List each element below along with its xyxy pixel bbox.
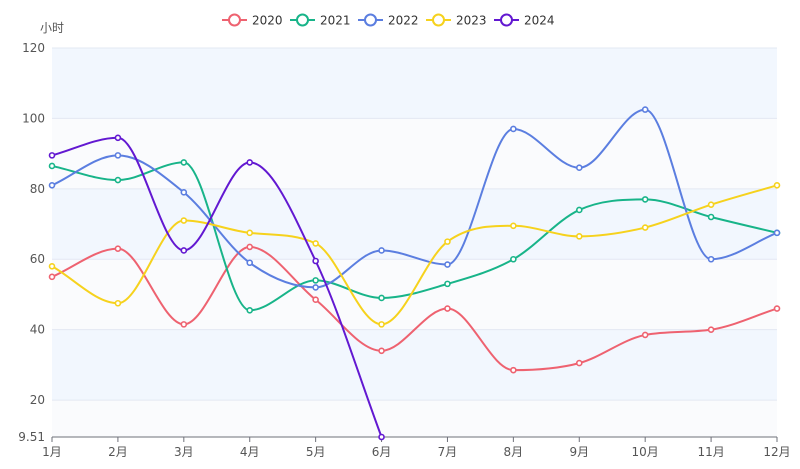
data-point-2021[interactable] xyxy=(510,255,517,263)
data-point-2021[interactable] xyxy=(707,213,715,221)
data-point-2022[interactable] xyxy=(114,152,122,159)
data-point-2023[interactable] xyxy=(180,217,188,224)
legend-item-2021[interactable]: 2021 xyxy=(290,13,351,28)
data-point-2020[interactable] xyxy=(773,305,781,312)
data-point-2022[interactable] xyxy=(312,284,319,291)
data-point-2020[interactable] xyxy=(114,245,122,252)
x-tick-label: 8月 xyxy=(504,445,524,459)
legend-marker xyxy=(228,13,241,27)
data-point-2022[interactable] xyxy=(575,164,583,172)
x-tick-label: 11月 xyxy=(697,445,724,459)
y-tick-label: 9.51 xyxy=(18,430,45,444)
data-point-2020[interactable] xyxy=(444,305,451,312)
y-tick-label: 20 xyxy=(30,393,45,407)
data-point-2024[interactable] xyxy=(180,247,188,254)
plot-band xyxy=(52,400,777,437)
x-tick-label: 4月 xyxy=(240,445,260,459)
data-point-2021[interactable] xyxy=(641,196,649,203)
data-point-2024[interactable] xyxy=(378,433,385,441)
data-point-2022[interactable] xyxy=(510,125,517,133)
data-point-2021[interactable] xyxy=(378,294,385,302)
legend-item-2022[interactable]: 2022 xyxy=(358,13,419,28)
data-point-2020[interactable] xyxy=(246,243,254,251)
data-point-2023[interactable] xyxy=(378,321,385,328)
legend-marker xyxy=(432,13,445,27)
data-point-2020[interactable] xyxy=(510,366,517,374)
data-point-2023[interactable] xyxy=(114,299,122,307)
plot-band xyxy=(52,259,777,330)
data-point-2022[interactable] xyxy=(444,261,451,268)
legend-marker xyxy=(364,13,377,27)
y-tick-label: 80 xyxy=(30,182,45,196)
legend-label: 2022 xyxy=(388,14,419,28)
x-tick-label: 10月 xyxy=(632,445,659,459)
x-tick-label: 6月 xyxy=(372,445,392,459)
data-point-2021[interactable] xyxy=(312,277,319,284)
data-point-2021[interactable] xyxy=(48,162,56,170)
data-point-2023[interactable] xyxy=(510,222,517,230)
plot-band xyxy=(52,188,777,260)
legend-label: 2021 xyxy=(320,14,351,28)
data-point-2020[interactable] xyxy=(378,347,385,355)
plot-band xyxy=(52,118,777,189)
y-tick-label: 40 xyxy=(30,323,45,337)
data-point-2023[interactable] xyxy=(575,233,583,240)
y-axis-label: 小时 xyxy=(40,21,64,35)
data-point-2021[interactable] xyxy=(444,280,451,288)
data-point-2023[interactable] xyxy=(444,238,451,245)
legend-item-2023[interactable]: 2023 xyxy=(426,13,487,28)
legend: 2020 2021 2022 2023 2024 xyxy=(222,13,555,28)
data-point-2020[interactable] xyxy=(707,326,715,333)
data-point-2020[interactable] xyxy=(180,321,188,328)
y-tick-label: 60 xyxy=(30,252,45,266)
plot-band xyxy=(52,329,777,401)
data-point-2024[interactable] xyxy=(312,257,319,265)
x-tick-label: 2月 xyxy=(108,445,128,459)
legend-item-2020[interactable]: 2020 xyxy=(222,13,283,28)
data-point-2024[interactable] xyxy=(246,159,254,166)
data-point-2022[interactable] xyxy=(773,229,781,237)
data-point-2020[interactable] xyxy=(312,296,319,304)
x-tick-label: 7月 xyxy=(438,445,458,459)
x-tick-label: 9月 xyxy=(569,445,589,459)
legend-label: 2023 xyxy=(456,14,487,28)
data-point-2023[interactable] xyxy=(707,201,715,208)
data-point-2023[interactable] xyxy=(246,229,254,237)
data-point-2023[interactable] xyxy=(312,240,319,247)
data-point-2022[interactable] xyxy=(641,106,649,113)
data-point-2022[interactable] xyxy=(707,255,715,263)
y-tick-label: 120 xyxy=(22,41,45,55)
data-point-2022[interactable] xyxy=(48,182,56,189)
data-point-2023[interactable] xyxy=(48,262,56,270)
y-tick-label: 100 xyxy=(22,111,45,125)
data-point-2020[interactable] xyxy=(575,359,583,367)
data-point-2023[interactable] xyxy=(773,182,781,189)
data-point-2020[interactable] xyxy=(641,331,649,339)
data-point-2024[interactable] xyxy=(48,152,56,159)
x-tick-label: 12月 xyxy=(763,445,790,459)
data-point-2022[interactable] xyxy=(246,259,254,267)
x-tick-label: 5月 xyxy=(306,445,326,459)
data-point-2024[interactable] xyxy=(114,134,122,142)
legend-label: 2024 xyxy=(524,14,555,28)
data-point-2021[interactable] xyxy=(246,306,254,314)
x-tick-label: 1月 xyxy=(42,445,62,459)
data-point-2023[interactable] xyxy=(641,224,649,231)
legend-label: 2020 xyxy=(252,14,283,28)
data-point-2022[interactable] xyxy=(180,189,188,196)
x-tick-label: 3月 xyxy=(174,445,194,459)
data-point-2020[interactable] xyxy=(48,273,56,281)
legend-marker xyxy=(296,13,309,27)
data-point-2021[interactable] xyxy=(575,206,583,214)
series-points xyxy=(48,106,781,441)
data-point-2021[interactable] xyxy=(114,176,122,184)
legend-marker xyxy=(500,13,513,27)
plot-band xyxy=(52,48,777,119)
data-point-2022[interactable] xyxy=(378,247,385,254)
data-point-2021[interactable] xyxy=(180,159,188,166)
axes: 9.51 20 40 60 80 100 120 1月 2月 3月 4月 5月 6月 7月 8月 9月 10月 1… xyxy=(18,41,790,459)
legend-item-2024[interactable]: 2024 xyxy=(494,13,555,28)
